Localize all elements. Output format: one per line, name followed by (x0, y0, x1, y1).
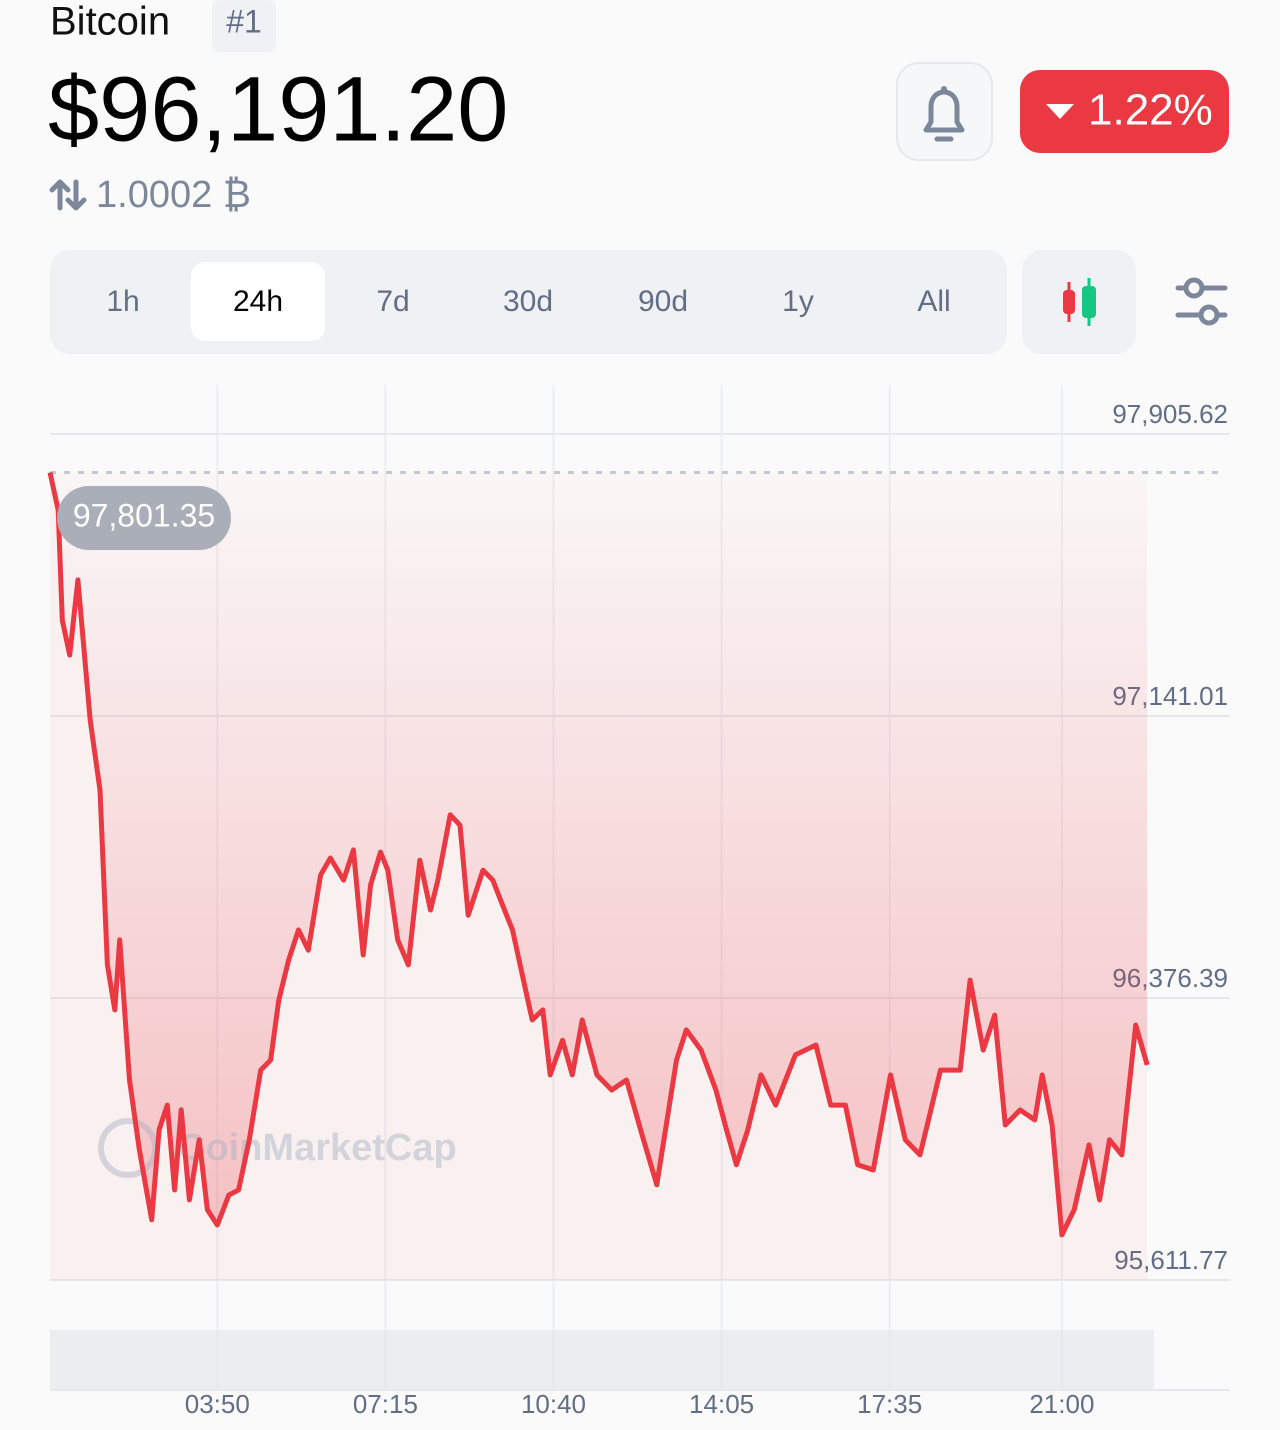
rank-badge (212, 0, 276, 52)
x-tick-label: 21:00 (1029, 1389, 1094, 1419)
rank: #1 (226, 3, 262, 39)
price-area (50, 472, 1148, 1235)
y-tick-label: 95,611.77 (1114, 1245, 1228, 1275)
price: $96,191.20 (48, 58, 508, 160)
tab[interactable]: 30d (503, 285, 553, 318)
settings-icon[interactable] (1175, 277, 1228, 326)
tab[interactable]: 1h (106, 285, 139, 318)
price-line (47, 471, 1150, 1238)
tab[interactable]: All (917, 285, 950, 318)
x-tick-label: 17:35 (857, 1389, 922, 1419)
y-tick-label: 97,905.62 (1112, 399, 1228, 429)
change-pill: 1.22% (1020, 70, 1229, 153)
active-tab[interactable] (191, 262, 325, 341)
tab[interactable]: 7d (376, 285, 409, 318)
reference-label: 97,801.35 (73, 497, 215, 533)
swap-icon (49, 179, 87, 211)
tab[interactable]: 24h (233, 285, 283, 318)
candle-toggle[interactable] (1022, 250, 1136, 354)
x-tick-label: 03:50 (185, 1389, 250, 1419)
watermark-logo (98, 1118, 158, 1178)
x-tick-label: 14:05 (689, 1389, 754, 1419)
alert-button[interactable] (896, 62, 993, 161)
tab[interactable]: 90d (638, 285, 688, 318)
watermark: CoinMarketCap (178, 1127, 457, 1169)
price-area-lower (50, 472, 1148, 1280)
conversion: 1.0002 ₿ (96, 174, 251, 216)
tab[interactable]: 1y (782, 285, 814, 318)
price-chart: 03:50 07:15 10:40 14:05 17:35 21:00 97,905.62 9… (47, 385, 1230, 1419)
x-tick-label: 10:40 (521, 1389, 586, 1419)
volume-band (50, 1330, 1154, 1390)
coin-name: Bitcoin (50, 0, 170, 44)
reference-badge (57, 486, 231, 550)
change-value: 1.22% (1088, 86, 1213, 135)
x-tick-label: 07:15 (353, 1389, 418, 1419)
